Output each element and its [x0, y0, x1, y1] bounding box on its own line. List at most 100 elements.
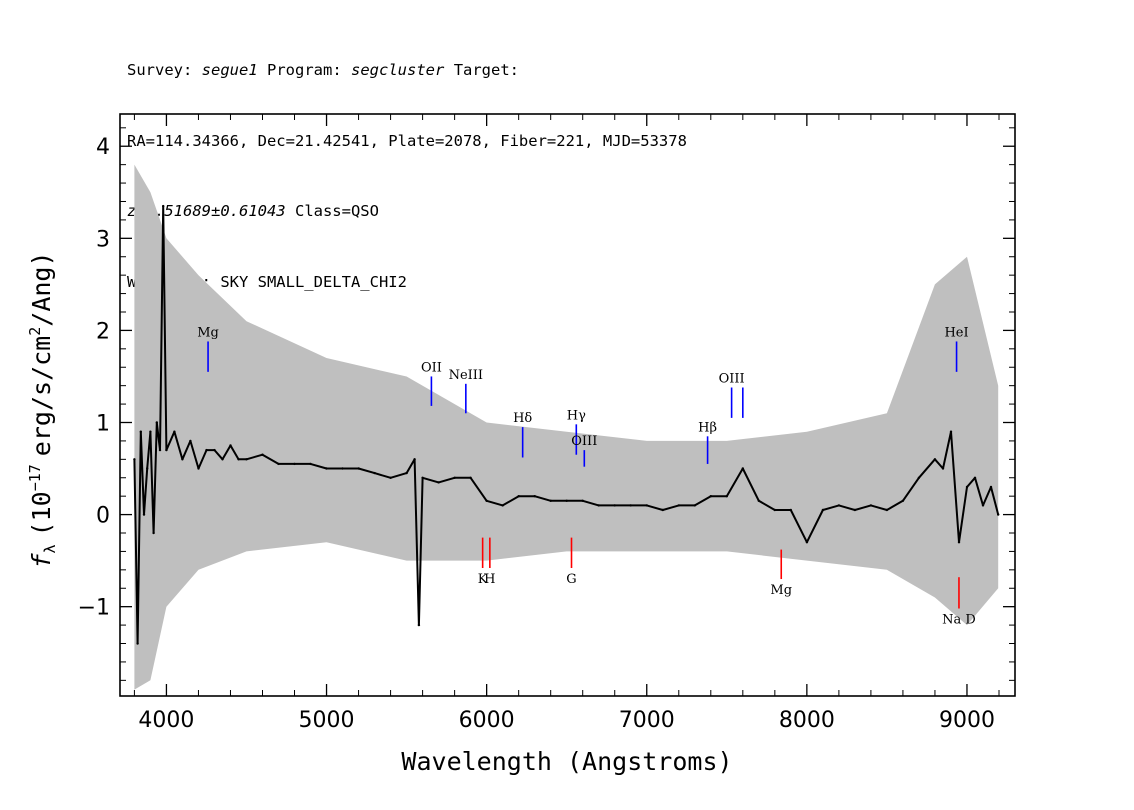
- spectrum-header: Survey: segue1 Program: segcluster Targe…: [127, 12, 687, 318]
- flux-point: [837, 504, 841, 507]
- flux-point: [957, 541, 961, 544]
- flux-point: [853, 508, 857, 512]
- flux-point: [517, 495, 520, 498]
- y-axis-f: f: [27, 553, 56, 569]
- y-tick-label: 2: [96, 319, 110, 344]
- flux-point: [213, 448, 216, 452]
- flux-point: [325, 467, 328, 470]
- flux-point: [389, 476, 392, 479]
- x-tick-label: 7000: [619, 708, 675, 733]
- header-line-survey: Survey: segue1 Program: segcluster Targe…: [127, 59, 687, 83]
- redshift-value: z=0.51689±0.61043: [127, 202, 286, 220]
- y-axis-exp2: 2: [26, 327, 44, 336]
- flux-point: [549, 499, 552, 502]
- flux-error-area: [134, 164, 999, 690]
- flux-point: [805, 541, 809, 544]
- absorption-line-label: Na D: [942, 613, 976, 628]
- target-label: Target:: [453, 61, 520, 79]
- flux-point: [293, 462, 296, 466]
- flux-point: [469, 476, 472, 479]
- x-tick-label: 8000: [779, 708, 835, 733]
- flux-point: [645, 504, 648, 507]
- y-axis-title: fλ (10−17 erg/s/cm2/Ang): [26, 251, 59, 568]
- y-tick-label: 1: [96, 411, 110, 436]
- flux-point: [997, 513, 1000, 516]
- survey-value: segue1: [201, 61, 258, 79]
- flux-point: [901, 499, 905, 502]
- emission-line-label: Hγ: [567, 408, 586, 423]
- program-label: Program:: [267, 61, 342, 79]
- flux-point: [136, 642, 139, 645]
- emission-line-label: OIII: [571, 434, 597, 449]
- flux-point: [245, 458, 248, 461]
- flux-point: [149, 430, 152, 433]
- flux-point: [629, 504, 632, 507]
- x-axis-title: Wavelength (Angstroms): [401, 747, 732, 776]
- y-axis-mid: erg/s/cm: [27, 336, 56, 456]
- spectral-line-markers: Mg OII NeIII Hδ Hγ OIII Hβ OIII HeI KH G Mg Na D: [197, 325, 976, 627]
- flux-point: [229, 444, 232, 447]
- flux-point: [709, 495, 712, 498]
- emission-line-label: OII: [421, 360, 442, 375]
- flux-point: [197, 467, 200, 470]
- flux-point: [261, 453, 264, 456]
- flux-point: [741, 467, 744, 470]
- y-tick-label: 3: [96, 227, 110, 252]
- flux-point: [277, 462, 280, 466]
- flux-point: [973, 476, 977, 479]
- flux-point: [757, 499, 760, 502]
- flux-point: [821, 508, 825, 512]
- flux-point: [613, 504, 616, 507]
- flux-point: [597, 504, 600, 507]
- flux-point: [965, 485, 969, 489]
- flux-point: [173, 430, 176, 433]
- flux-point: [133, 458, 136, 461]
- flux-point: [413, 458, 416, 461]
- flux-point: [453, 476, 456, 479]
- y-axis-ticks: −1 0 1 2 3 4: [78, 127, 1015, 681]
- flux-point: [981, 504, 985, 507]
- flux-point: [949, 430, 953, 433]
- flux-point: [581, 499, 584, 502]
- flux-point: [773, 508, 776, 512]
- flux-point: [405, 471, 408, 475]
- flux-point: [189, 439, 192, 443]
- flux-point: [565, 499, 568, 502]
- plot-frame: [119, 113, 1016, 697]
- absorption-line-label: G: [566, 572, 576, 587]
- absorption-line-label: Mg: [770, 583, 792, 598]
- flux-point: [417, 623, 421, 627]
- y-axis-exp: −17: [26, 464, 44, 491]
- flux-line: [133, 205, 1000, 645]
- x-tick-label: 9000: [939, 708, 995, 733]
- flux-point: [152, 531, 155, 535]
- flux-point: [725, 495, 728, 498]
- flux-point: [309, 462, 312, 466]
- emission-line-label: OIII: [719, 372, 745, 387]
- y-tick-label: −1: [78, 596, 110, 621]
- flux-point: [237, 458, 240, 461]
- y-tick-label: 0: [96, 504, 110, 529]
- emission-line-label: HeI: [944, 325, 968, 340]
- y-tick-label: 4: [96, 135, 110, 160]
- emission-line-label: Mg: [197, 325, 219, 340]
- flux-point: [357, 467, 360, 470]
- flux-point: [139, 430, 142, 433]
- flux-point: [162, 204, 165, 208]
- flux-point: [485, 499, 488, 502]
- flux-point: [341, 467, 344, 470]
- emission-line-label: NeIII: [449, 368, 483, 383]
- flux-point: [165, 448, 168, 452]
- y-axis-sub: λ: [41, 544, 59, 553]
- flux-point: [933, 458, 937, 461]
- flux-point: [533, 495, 536, 498]
- program-value: segcluster: [351, 61, 445, 79]
- flux-point: [501, 504, 504, 507]
- flux-point: [789, 508, 792, 512]
- flux-point: [373, 471, 376, 475]
- flux-point: [885, 508, 889, 512]
- flux-point: [205, 448, 208, 452]
- flux-point: [221, 458, 224, 461]
- survey-label: Survey:: [127, 61, 193, 79]
- flux-point: [146, 467, 149, 470]
